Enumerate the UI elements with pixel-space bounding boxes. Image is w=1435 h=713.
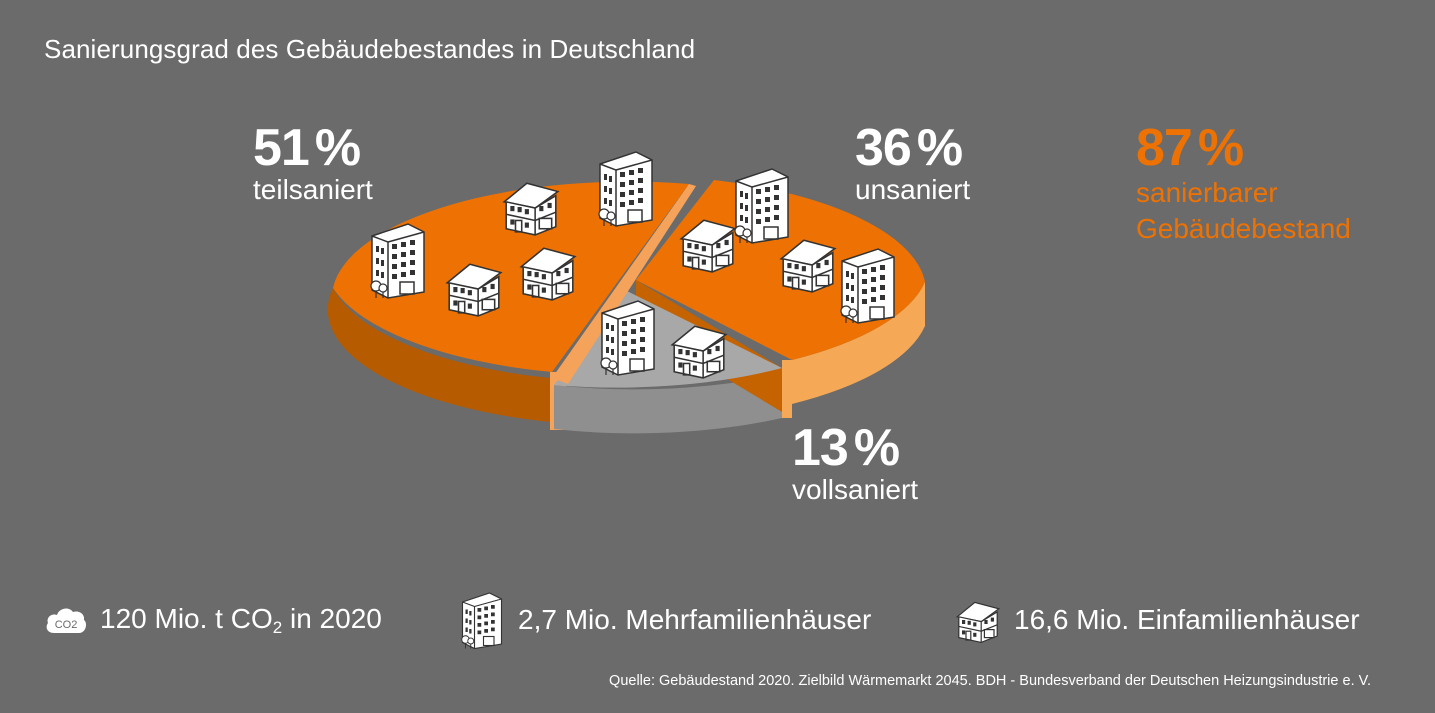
value-teilsaniert: 51 (253, 119, 310, 177)
unit-vollsaniert: % (853, 419, 900, 477)
apartment-building-icon (600, 300, 655, 376)
legend-co2: CO2 120 Mio. t CO2 in 2020 (44, 590, 382, 650)
legend-efh-text: 16,6 Mio. Einfamilienhäuser (1014, 604, 1360, 635)
slice-vollsaniert-side (554, 374, 782, 434)
legend-mfh-text: 2,7 Mio. Mehrfamilienhäuser (518, 604, 872, 635)
apartment-building-icon (598, 151, 653, 227)
slice-teilsaniert-top (333, 181, 689, 372)
slice-unsaniert-side (792, 282, 925, 404)
value-vollsaniert: 13 (792, 419, 849, 477)
house-icon (954, 596, 1002, 644)
unit-unsaniert: % (916, 119, 963, 177)
apartment-building-icon (370, 223, 425, 299)
label-sanierbar: 87% sanierbarer Gebäudebestand (1136, 122, 1351, 245)
chart-title: Sanierungsgrad des Gebäudebestandes in D… (44, 34, 696, 64)
unit-teilsaniert: % (314, 119, 361, 177)
legend-mehrfamilienhaeuser: 2,7 Mio. Mehrfamilienhäuser (458, 590, 871, 650)
apartment-building-icon (734, 168, 789, 244)
co2-icon-text: CO2 (55, 619, 78, 631)
slice-unsaniert-cut (782, 360, 792, 418)
label-vollsaniert: 13% vollsaniert (792, 422, 918, 504)
legend-co2-text: 120 Mio. t CO2 in 2020 (100, 603, 382, 638)
slice-teilsaniert-side (327, 288, 550, 422)
legend-co2-sub: 2 (272, 617, 283, 637)
name-unsaniert: unsaniert (855, 174, 971, 205)
value-sanierbar: 87 (1136, 119, 1193, 177)
unit-sanierbar: % (1197, 119, 1244, 177)
label-unsaniert: 36% unsaniert (855, 122, 970, 204)
apartment-building-icon (458, 590, 506, 650)
name-teilsaniert: teilsaniert (253, 174, 373, 205)
source-note: Quelle: Gebäudestand 2020. Zielbild Wärm… (609, 673, 1371, 689)
value-unsaniert: 36 (855, 119, 912, 177)
legend-co2-prefix: 120 Mio. t CO (100, 602, 273, 634)
apartment-building-icon (840, 248, 895, 324)
legend-einfamilienhaeuser: 16,6 Mio. Einfamilienhäuser (954, 590, 1360, 650)
name-sanierbar-line1: sanierbarer (1136, 177, 1278, 208)
name-vollsaniert: vollsaniert (792, 474, 919, 505)
name-sanierbar-line2: Gebäudebestand (1136, 212, 1351, 244)
co2-cloud-icon: CO2 (46, 608, 87, 633)
legend-co2-suffix: in 2020 (282, 602, 382, 634)
label-teilsaniert: 51% teilsaniert (253, 122, 373, 204)
